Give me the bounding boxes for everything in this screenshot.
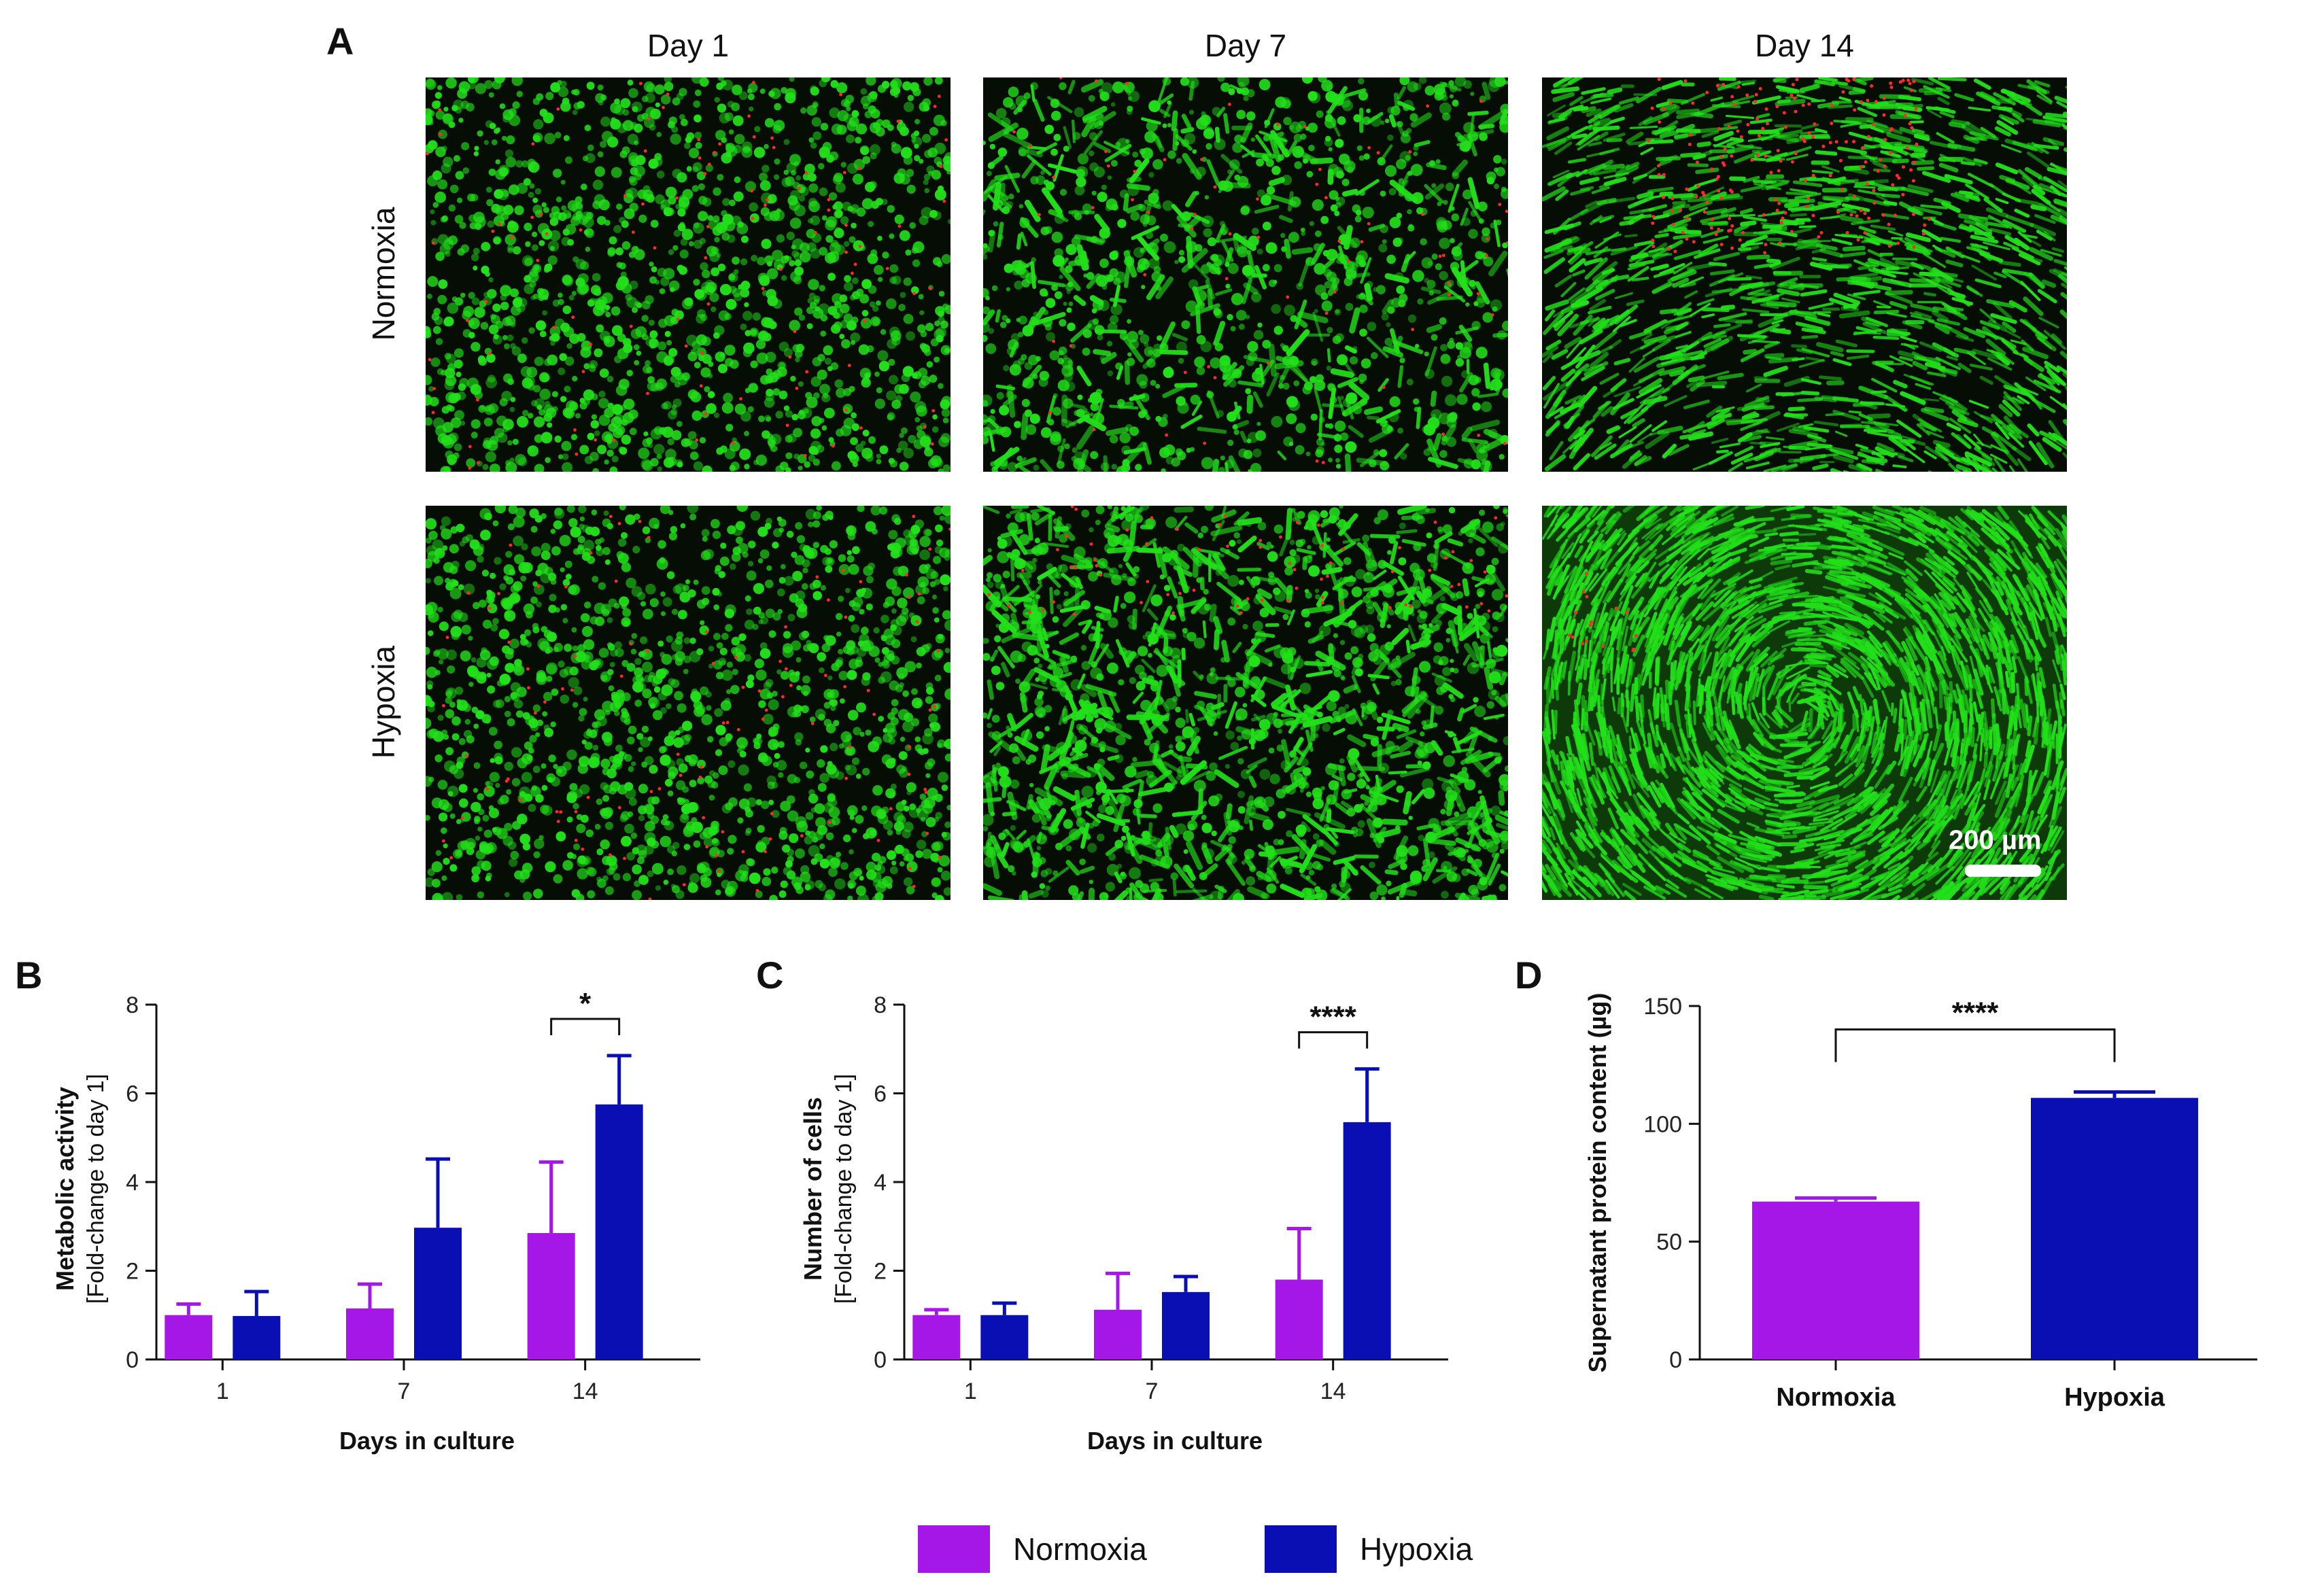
chart-b-metabolic-activity: 0 2 4 6 8 1 7 14 * Days in culture Metabolic activ…: [51, 987, 700, 1455]
row-label-normoxia: Normoxia: [366, 207, 401, 341]
y-axis-label: Number of cells: [799, 1097, 827, 1281]
column-title-day-14: Day 14: [1755, 28, 1854, 63]
column-title-day-1: Day 1: [647, 28, 730, 63]
panel-letter-d: D: [1515, 954, 1543, 996]
chart-d-protein-content: 0 50 100 150 Normoxia Hypoxia **** Supernatant …: [1584, 993, 2257, 1412]
micrograph-hypoxia-day-7: [983, 506, 1508, 900]
x-tick-label: 14: [1320, 1378, 1346, 1404]
bar-normoxia-day-1: [912, 1315, 961, 1359]
significance-bracket: [1298, 1031, 1369, 1049]
significance-label: ****: [1309, 1001, 1356, 1034]
bar-hypoxia-day-7: [1162, 1291, 1210, 1359]
y-axis-sublabel: [Fold-change to day 1]: [831, 1074, 857, 1304]
x-axis-label: Days in culture: [1087, 1427, 1263, 1455]
panel-letter-b: B: [15, 954, 43, 996]
y-axis-label: Supernatant protein content (µg): [1584, 993, 1611, 1373]
legend-label-hypoxia: Hypoxia: [1360, 1531, 1473, 1567]
x-tick-label: 7: [1146, 1378, 1159, 1404]
y-tick-label: 8: [126, 992, 139, 1018]
bar-hypoxia-day-14: [1343, 1122, 1391, 1359]
row-label-hypoxia: Hypoxia: [366, 645, 401, 759]
column-title-day-7: Day 7: [1204, 28, 1287, 63]
y-tick-label: 8: [874, 992, 887, 1018]
bar-hypoxia-day-7: [414, 1228, 462, 1359]
micrograph-normoxia-day-7: [983, 77, 1508, 472]
bar-hypoxia-day-1: [980, 1315, 1029, 1359]
scalebar-label: 200 µm: [1949, 825, 2042, 855]
chart-c-number-of-cells: 0 2 4 6 8 1 7 14 **** Days in culture Number of ce…: [799, 992, 1448, 1455]
y-tick-label: 50: [1656, 1230, 1682, 1255]
micrograph-normoxia-day-14: [1542, 77, 2067, 472]
significance-label: ****: [1952, 996, 1999, 1030]
y-tick-label: 2: [874, 1259, 887, 1285]
bar-hypoxia: [2031, 1098, 2198, 1359]
bar-hypoxia-day-14: [595, 1104, 643, 1359]
bar-hypoxia-day-1: [233, 1316, 281, 1359]
significance-label: *: [579, 987, 592, 1020]
x-tick-label: 1: [216, 1378, 229, 1404]
bar-normoxia-day-14: [527, 1233, 575, 1359]
legend-swatch-normoxia: [918, 1525, 990, 1573]
bar-normoxia-day-14: [1275, 1279, 1323, 1359]
bar-normoxia-day-7: [1094, 1309, 1142, 1359]
panel-letter-c: C: [756, 954, 784, 996]
y-tick-label: 2: [126, 1259, 139, 1285]
bar-normoxia: [1752, 1201, 1919, 1359]
micrograph-normoxia-day-1: [426, 77, 951, 472]
significance-bracket: [1834, 1028, 2116, 1062]
legend-label-normoxia: Normoxia: [1013, 1531, 1147, 1567]
y-tick-label: 4: [874, 1170, 887, 1196]
legend-item-hypoxia: Hypoxia: [1265, 1525, 1473, 1573]
x-tick-label: 1: [964, 1378, 977, 1404]
y-axis-sublabel: [Fold-change to day 1]: [83, 1074, 109, 1304]
significance-bracket: [550, 1018, 621, 1036]
panel-letter-a: A: [326, 20, 354, 63]
micrograph-hypoxia-day-14: 200 µm: [1542, 506, 2067, 900]
x-tick-label: Hypoxia: [2064, 1383, 2166, 1412]
micrograph-hypoxia-day-1: [426, 506, 951, 900]
legend-item-normoxia: Normoxia: [918, 1525, 1147, 1573]
x-tick-label: 14: [572, 1378, 598, 1404]
y-tick-label: 6: [126, 1081, 139, 1107]
x-tick-label: 7: [398, 1378, 411, 1404]
y-tick-label: 0: [874, 1347, 887, 1373]
y-tick-label: 0: [126, 1347, 139, 1373]
y-tick-label: 6: [874, 1081, 887, 1107]
bar-normoxia-day-7: [346, 1308, 394, 1359]
y-axis-label: Metabolic activity: [51, 1087, 79, 1291]
y-tick-label: 0: [1669, 1347, 1682, 1373]
scalebar: [1965, 865, 2041, 877]
x-tick-label: Normoxia: [1776, 1383, 1896, 1412]
x-axis-label: Days in culture: [339, 1427, 515, 1455]
y-tick-label: 150: [1643, 994, 1682, 1020]
bar-normoxia-day-1: [165, 1315, 213, 1359]
y-tick-label: 100: [1643, 1111, 1682, 1137]
legend-swatch-hypoxia: [1265, 1525, 1337, 1573]
y-tick-label: 4: [126, 1170, 139, 1196]
